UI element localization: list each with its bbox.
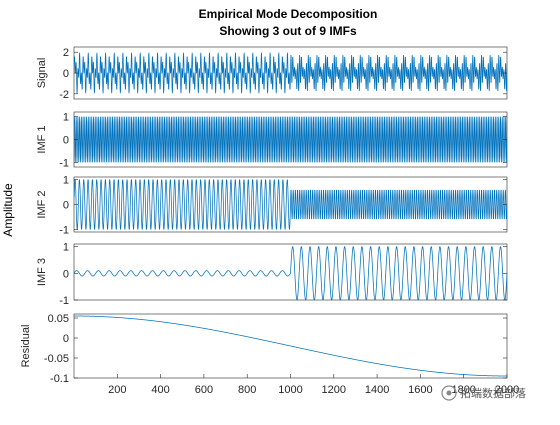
panel-1-series-line xyxy=(74,52,507,94)
xtick-label: 1800 xyxy=(451,384,475,396)
xtick-label: 400 xyxy=(151,384,169,396)
watermark: 拓端数据部落 xyxy=(441,385,526,401)
panel-3-ytick-label: 1 xyxy=(63,175,69,187)
xtick-label: 1600 xyxy=(408,384,432,396)
panel-5-ytick-label: 0 xyxy=(63,333,69,345)
panels-group: -2 0 2 Signal -1 0 1 IMF 1 -1 0 1 IMF 2 -1 0 1 IMF 3 -0.… xyxy=(20,46,508,385)
xtick-label: 1200 xyxy=(322,384,346,396)
xtick-label: 600 xyxy=(195,384,213,396)
xtick-label: 1000 xyxy=(278,384,302,396)
panel-2-series-line xyxy=(74,116,507,163)
panel-3-ytick-label: -1 xyxy=(59,225,69,237)
panel-3-ylabel: IMF 2 xyxy=(36,190,48,218)
panel-3: -1 0 1 IMF 2 xyxy=(36,175,508,237)
common-y-axis-label: Amplitude xyxy=(1,183,15,237)
panel-5-series-line xyxy=(74,315,507,377)
panel-4-ytick-label: -1 xyxy=(59,295,69,307)
panel-3-series-line xyxy=(74,179,507,230)
panel-2-ylabel: IMF 1 xyxy=(36,125,48,153)
chart-title-line2: Showing 3 out of 9 IMFs xyxy=(219,24,357,38)
panel-1-ytick-label: -2 xyxy=(59,89,69,101)
xtick-label: 1400 xyxy=(365,384,389,396)
panel-2-ytick-label: -1 xyxy=(59,157,69,169)
panel-3-ytick-label: 0 xyxy=(63,200,69,212)
panel-4-ytick-label: 1 xyxy=(63,242,69,254)
panel-5-ytick-label: -0.05 xyxy=(44,353,69,365)
xtick-label: 800 xyxy=(238,384,256,396)
panel-5-ytick-label: -0.1 xyxy=(50,373,69,385)
xtick-label: 2000 xyxy=(495,384,519,396)
panel-5: -0.1 -0.05 0 0.05 Residual xyxy=(20,313,508,385)
panel-2-ytick-label: 0 xyxy=(63,135,69,147)
panel-2: -1 0 1 IMF 1 xyxy=(36,112,508,169)
panel-2-ytick-label: 1 xyxy=(63,112,69,124)
panel-1-ylabel: Signal xyxy=(36,58,48,89)
chart-title-line1: Empirical Mode Decomposition xyxy=(199,7,378,21)
panel-5-ytick-label: 0.05 xyxy=(48,313,69,325)
panel-4: -1 0 1 IMF 3 xyxy=(36,242,508,307)
panel-1: -2 0 2 Signal xyxy=(36,46,508,101)
watermark-logo-icon xyxy=(441,385,457,401)
watermark-text: 拓端数据部落 xyxy=(460,386,526,400)
watermark-logo-dot-icon xyxy=(446,390,452,396)
panel-1-ytick-label: 2 xyxy=(63,47,69,59)
panel-4-series-line xyxy=(74,245,507,300)
panel-4-ytick-label: 0 xyxy=(63,268,69,280)
panel-5-ylabel: Residual xyxy=(20,325,32,368)
panel-1-ytick-label: 0 xyxy=(63,68,69,80)
xtick-label: 200 xyxy=(108,384,126,396)
panel-4-ylabel: IMF 3 xyxy=(36,258,48,286)
x-axis: 200 400 600 800 1000 1200 1400 1600 1800 2000 xyxy=(108,374,519,396)
